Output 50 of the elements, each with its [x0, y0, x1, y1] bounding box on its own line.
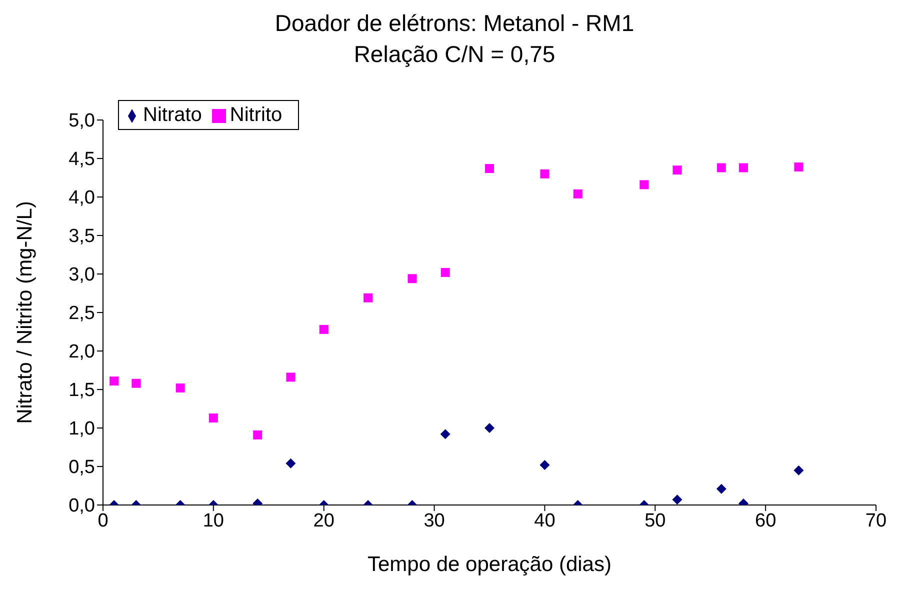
point [716, 484, 726, 494]
y-tick-label: 5,0 [68, 110, 95, 132]
y-tick-label: 4,5 [68, 149, 95, 170]
x-tick-label: 70 [865, 510, 887, 532]
legend-label: Nitrito [230, 104, 282, 126]
point [208, 413, 218, 422]
y-tick-label: 1,0 [68, 418, 95, 440]
point [176, 383, 185, 392]
point [540, 169, 550, 178]
point [540, 460, 550, 470]
x-tick-label: 0 [98, 510, 108, 532]
point [573, 189, 582, 198]
point [738, 163, 748, 172]
y-tick-label: 2,5 [68, 303, 95, 324]
point [319, 324, 328, 334]
legend-label: Nitrato [143, 104, 202, 126]
point [440, 429, 450, 440]
chart-title: Doador de elétrons: Metanol - RM1 [274, 9, 636, 38]
point [794, 162, 804, 172]
point [794, 465, 804, 476]
y-tick-label: 3,5 [68, 226, 95, 248]
point [672, 494, 682, 505]
point [253, 430, 262, 440]
x-tick-label: 30 [424, 510, 445, 532]
y-tick-label: 0,5 [68, 457, 95, 478]
point [132, 378, 141, 388]
point [286, 372, 296, 382]
point [286, 458, 296, 468]
y-tick-label: 4,0 [68, 188, 95, 209]
y-tick-label: 2,0 [68, 342, 95, 363]
point [640, 180, 649, 190]
x-tick-label: 20 [313, 510, 334, 532]
y-axis-title: Nitrato / Nitrito (mg-N/L) [13, 201, 36, 424]
x-tick-label: 10 [202, 510, 224, 532]
point [110, 376, 119, 386]
y-tick-label: 0,0 [68, 496, 95, 517]
y-tick-label: 3,0 [68, 264, 95, 286]
x-tick-label: 50 [644, 510, 666, 532]
x-axis-title: Tempo de operação (dias) [368, 553, 612, 576]
point [484, 423, 494, 433]
chart-subtitle: Relação C/N = 0,75 [352, 40, 556, 69]
point [364, 293, 373, 302]
point [485, 164, 494, 174]
x-tick-label: 40 [534, 510, 556, 532]
point [408, 274, 417, 284]
point [440, 268, 450, 277]
point [672, 166, 682, 175]
y-tick-label: 1,5 [68, 380, 95, 402]
x-tick-label: 60 [755, 510, 776, 532]
point [716, 163, 726, 172]
